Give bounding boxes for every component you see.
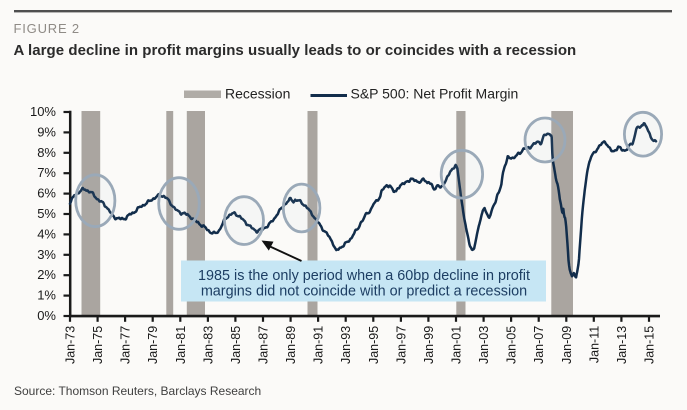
svg-text:margins did not coincide with: margins did not coincide with or predict… <box>201 284 527 300</box>
svg-text:Jan-75: Jan-75 <box>91 326 105 364</box>
svg-text:Jan-87: Jan-87 <box>257 326 271 364</box>
svg-text:Jan-97: Jan-97 <box>394 326 408 364</box>
svg-text:3%: 3% <box>37 247 56 262</box>
svg-text:10%: 10% <box>30 104 56 119</box>
svg-text:Jan-13: Jan-13 <box>615 326 629 364</box>
svg-text:Jan-95: Jan-95 <box>367 326 381 364</box>
svg-text:7%: 7% <box>37 165 56 180</box>
svg-text:Recession: Recession <box>225 85 290 101</box>
svg-text:Jan-83: Jan-83 <box>201 326 215 364</box>
svg-text:Jan-91: Jan-91 <box>312 326 326 364</box>
svg-text:Jan-77: Jan-77 <box>119 326 133 364</box>
svg-text:A large decline in profit marg: A large decline in profit margins usuall… <box>14 42 577 59</box>
svg-text:1985 is the only period when: 1985 is the only period when a 60bp decl… <box>198 268 530 284</box>
svg-text:8%: 8% <box>37 145 56 160</box>
svg-text:Jan-15: Jan-15 <box>643 326 657 364</box>
svg-text:2%: 2% <box>37 267 56 282</box>
svg-text:Jan-99: Jan-99 <box>422 326 436 364</box>
svg-text:1%: 1% <box>37 288 56 303</box>
svg-text:Jan-85: Jan-85 <box>229 326 243 364</box>
svg-text:Jan-73: Jan-73 <box>64 326 78 364</box>
svg-text:6%: 6% <box>37 186 56 201</box>
svg-text:Jan-89: Jan-89 <box>284 326 298 364</box>
svg-text:Jan-81: Jan-81 <box>174 326 188 364</box>
svg-text:Jan-93: Jan-93 <box>339 326 353 364</box>
svg-text:4%: 4% <box>37 226 56 241</box>
svg-text:Jan-11: Jan-11 <box>587 326 601 363</box>
svg-text:Source: Thomson Reuters, Barcl: Source: Thomson Reuters, Barclays Resear… <box>14 384 261 398</box>
svg-text:Jan-03: Jan-03 <box>477 326 491 364</box>
svg-text:FIGURE 2: FIGURE 2 <box>14 21 80 36</box>
svg-text:Jan-79: Jan-79 <box>146 326 160 364</box>
svg-text:Jan-01: Jan-01 <box>450 326 464 364</box>
svg-text:Jan-09: Jan-09 <box>560 326 574 364</box>
svg-text:Jan-05: Jan-05 <box>505 326 519 364</box>
svg-text:9%: 9% <box>37 124 56 139</box>
svg-text:0%: 0% <box>37 308 56 323</box>
svg-text:5%: 5% <box>37 206 56 221</box>
svg-text:Jan-07: Jan-07 <box>532 326 546 364</box>
svg-text:S&P 500: Net Profit Margin: S&P 500: Net Profit Margin <box>351 85 519 101</box>
